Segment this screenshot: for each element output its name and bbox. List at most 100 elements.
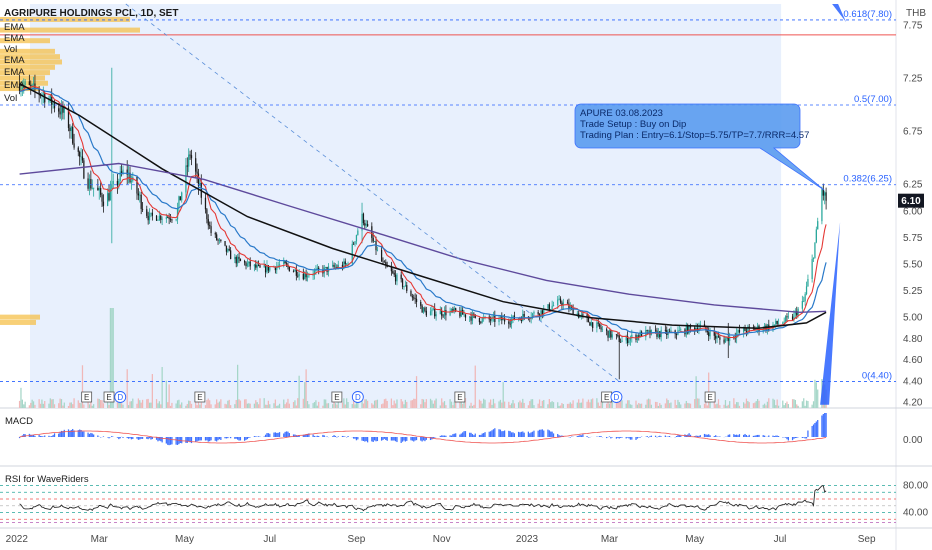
macd-hist-bar	[599, 436, 601, 437]
candle-body	[48, 99, 50, 103]
macd-hist-bar	[527, 431, 530, 437]
candle-body	[108, 193, 110, 201]
macd-hist-bar	[814, 423, 816, 437]
volume-bar	[69, 402, 71, 408]
legend-vol-1[interactable]: Vol	[4, 44, 17, 55]
macd-hist-bar	[343, 436, 345, 437]
volume-bar	[667, 400, 669, 408]
macd-hist-bar	[161, 437, 163, 443]
candle-body	[715, 335, 717, 339]
volume-bar	[48, 403, 50, 408]
macd-hist-bar	[758, 434, 760, 437]
volume-bar	[302, 398, 304, 408]
price-tick-label: 7.75	[903, 20, 923, 31]
candle-body	[73, 143, 75, 148]
fib-level-label: 0.5(7.00)	[854, 94, 892, 105]
macd-hist-bar	[227, 437, 229, 439]
macd-hist-bar	[473, 435, 475, 437]
price-tick-label: 6.75	[903, 127, 923, 138]
volume-bar	[421, 398, 423, 408]
volume-bar	[283, 399, 285, 408]
volume-bar	[361, 399, 363, 408]
macd-hist-bar	[508, 430, 510, 437]
legend-ema-1[interactable]: EMA	[4, 22, 25, 33]
legend-ema-5[interactable]: EMA	[4, 80, 25, 91]
volume-bar	[738, 405, 741, 408]
volume-bar	[304, 382, 306, 408]
candle-body	[807, 279, 809, 287]
volume-bar	[660, 404, 662, 408]
volume-bar	[566, 403, 569, 408]
volume-bar	[306, 400, 309, 408]
volume-bar	[608, 403, 611, 408]
rsi-title[interactable]: RSI for WaveRiders	[5, 474, 89, 485]
ema-slow-line	[19, 83, 827, 330]
volume-bar	[347, 402, 349, 408]
macd-hist-bar	[660, 436, 662, 437]
volume-bar	[571, 403, 573, 408]
candle-body	[155, 215, 158, 221]
candle-body	[492, 315, 495, 317]
legend-ema-4[interactable]: EMA	[4, 67, 25, 78]
macd-hist-bar	[136, 437, 138, 439]
volume-bar	[178, 399, 180, 408]
macd-hist-bar	[63, 429, 65, 437]
candle-body	[670, 330, 672, 332]
macd-hist-bar	[793, 437, 795, 439]
macd-hist-bar	[411, 437, 413, 441]
volume-bar	[79, 402, 81, 408]
volume-bar	[522, 398, 524, 408]
volume-bar	[220, 399, 222, 408]
volume-bar	[538, 399, 541, 408]
volume-bar	[70, 402, 72, 408]
candle-body	[253, 264, 256, 267]
candle-body	[743, 327, 745, 333]
candle-body	[292, 271, 295, 273]
candle-body	[58, 108, 60, 112]
ema-fast-line	[19, 85, 827, 339]
volume-bar	[805, 400, 808, 408]
candle-body	[53, 103, 56, 109]
volume-bar	[28, 405, 30, 408]
volume-bar	[151, 374, 153, 408]
price-tick-label: 4.20	[903, 398, 923, 409]
candle-body	[443, 310, 446, 316]
volume-bar	[273, 403, 275, 408]
volume-bar	[463, 400, 465, 408]
macd-hist-bar	[396, 437, 398, 443]
macd-hist-bar	[755, 435, 757, 437]
macd-hist-bar	[649, 436, 651, 437]
macd-hist-bar	[118, 437, 120, 440]
volume-bar	[787, 404, 789, 408]
macd-hist-bar	[498, 429, 500, 437]
macd-hist-bar	[733, 434, 735, 437]
volume-bar	[53, 404, 56, 408]
macd-hist-bar	[822, 414, 824, 437]
macd-hist-bar	[263, 436, 265, 437]
candle-body	[445, 310, 447, 316]
candle-body	[312, 274, 314, 276]
volume-bar	[165, 380, 167, 408]
macd-hist-bar	[763, 435, 766, 437]
legend-vol-2[interactable]: Vol	[4, 93, 17, 104]
candle-body	[354, 241, 356, 245]
currency-label[interactable]: THB	[906, 8, 926, 19]
macd-hist-bar	[615, 437, 618, 439]
time-tick-label: Sep	[858, 534, 876, 545]
candle-body	[510, 318, 513, 324]
macd-hist-bar	[617, 437, 619, 438]
macd-title[interactable]: MACD	[5, 416, 33, 427]
volume-bar	[88, 404, 91, 408]
macd-hist-bar	[216, 437, 218, 442]
candle-body	[589, 322, 591, 326]
legend-ema-3[interactable]: EMA	[4, 55, 25, 66]
volume-bar	[132, 398, 134, 408]
volume-bar	[636, 404, 639, 408]
macd-hist-bar	[179, 437, 181, 443]
macd-hist-bar	[119, 437, 121, 439]
candle-body	[713, 330, 715, 336]
legend-ema-2[interactable]: EMA	[4, 33, 25, 44]
macd-hist-bar	[49, 436, 51, 437]
